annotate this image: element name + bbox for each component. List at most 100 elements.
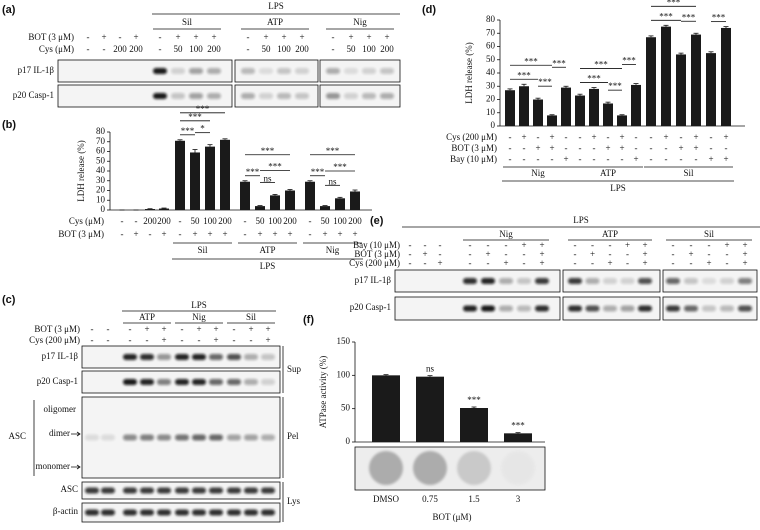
blot-band — [244, 354, 258, 360]
blot-band — [123, 434, 137, 441]
treatment-sign: 50 — [321, 216, 331, 226]
treatment-sign: - — [607, 154, 610, 164]
treatment-sign: - — [609, 240, 612, 250]
blot-band — [585, 305, 600, 312]
treatment-sign: - — [710, 143, 713, 153]
treatment-sign: + — [207, 229, 212, 239]
treatment-sign: + — [161, 229, 166, 239]
x-tick-label: 3 — [516, 494, 521, 504]
blot-band — [153, 93, 167, 99]
blot-band — [535, 278, 549, 284]
treatment-sign: - — [409, 240, 412, 250]
blot-band — [171, 93, 185, 99]
treatment-sign: + — [192, 229, 197, 239]
treatment-sign: + — [539, 258, 544, 268]
treatment-sign: 200 — [157, 216, 171, 226]
treatment-sign: - — [332, 44, 335, 54]
treatment-sign: - — [244, 229, 247, 239]
treatment-sign: - — [439, 240, 442, 250]
treatment-sign: - — [409, 249, 412, 259]
treatment-sign: + — [281, 32, 286, 42]
treatment-sign: - — [250, 335, 253, 345]
treatment-sign: + — [337, 229, 342, 239]
treatment-sign: - — [505, 240, 508, 250]
super-label: LPS — [191, 300, 207, 310]
y-tick-label: 20 — [486, 94, 496, 104]
treatment-sign: - — [121, 216, 124, 226]
treatment-sign: 200 — [295, 44, 309, 54]
significance-label: *** — [517, 70, 531, 80]
treatment-sign: - — [626, 258, 629, 268]
treatment-sign: 200 — [380, 44, 394, 54]
bar — [285, 190, 295, 210]
treatment-sign: 100 — [268, 216, 282, 226]
treatment-sign: + — [196, 324, 201, 334]
treatment-sign: + — [384, 32, 389, 42]
blot-band — [277, 68, 291, 74]
group-label: Sil — [182, 17, 193, 27]
bar — [504, 433, 532, 442]
blot-band — [192, 509, 206, 516]
treatment-sign: - — [621, 154, 624, 164]
treatment-sign: - — [87, 44, 90, 54]
panel-label: (c) — [2, 294, 16, 306]
treatment-sign: - — [565, 132, 568, 142]
treatment-sign: - — [91, 324, 94, 334]
group-label: Nig — [353, 17, 367, 27]
group-label: ATP — [267, 17, 283, 27]
blot-band — [157, 487, 171, 494]
group-label: ATP — [259, 245, 275, 255]
blot-frame — [234, 84, 319, 108]
y-tick-label: 50 — [341, 403, 351, 413]
treatment-sign: + — [133, 32, 138, 42]
treatment-sign: + — [503, 258, 508, 268]
treatment-sign: + — [724, 240, 729, 250]
bar — [416, 376, 444, 442]
blot-band — [123, 509, 137, 516]
super-label: LPS — [573, 215, 589, 225]
significance-label: *** — [511, 421, 525, 431]
blot-band — [568, 278, 582, 284]
blot-band — [702, 305, 716, 312]
treatment-sign: + — [607, 258, 612, 268]
treatment-sign: - — [146, 335, 149, 345]
treatment-sign: + — [161, 324, 166, 334]
treatment-sign: + — [678, 143, 683, 153]
blot-band — [85, 509, 99, 516]
treatment-sign: - — [665, 143, 668, 153]
blot-band — [259, 68, 273, 74]
blot-band — [189, 93, 203, 99]
treatment-sign: + — [193, 32, 198, 42]
blot-frame — [394, 269, 561, 293]
treatment-sign: - — [135, 216, 138, 226]
significance-label: ns — [263, 173, 272, 183]
bar — [145, 209, 155, 210]
blot-band — [463, 278, 477, 284]
treatment-sign: + — [619, 132, 624, 142]
treatment-sign: - — [607, 132, 610, 142]
row-label: Cys (200 μM) — [446, 132, 497, 142]
treatment-sign: - — [181, 324, 184, 334]
blot-band — [244, 509, 258, 516]
super-label: LPS — [268, 1, 284, 11]
row-label: Cys (μM) — [39, 44, 74, 54]
significance-label: *** — [712, 13, 726, 23]
panel-label: (f) — [303, 314, 314, 326]
x-tick-label: DMSO — [373, 494, 400, 504]
treatment-sign: - — [665, 154, 668, 164]
blot-band — [620, 278, 635, 284]
panel-label: (a) — [2, 4, 16, 16]
blot-band — [720, 305, 734, 312]
treatment-sign: + — [619, 143, 624, 153]
blot-band — [140, 487, 154, 494]
treatment-sign: - — [179, 216, 182, 226]
y-tick-label: 50 — [96, 155, 106, 165]
blot-band — [175, 487, 189, 494]
y-tick-label: 80 — [96, 126, 106, 136]
treatment-sign: - — [695, 154, 698, 164]
treatment-sign: + — [642, 240, 647, 250]
treatment-sign: + — [287, 229, 292, 239]
blot-frame — [57, 84, 233, 108]
assay-well — [413, 451, 447, 485]
bar — [190, 152, 200, 210]
